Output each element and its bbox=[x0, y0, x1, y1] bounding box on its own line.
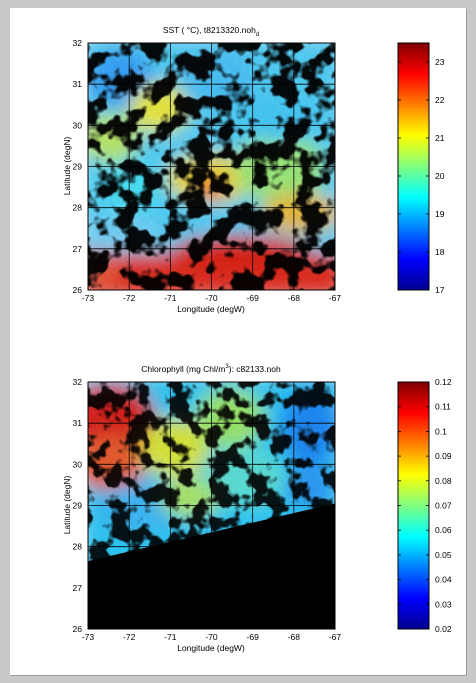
colorbar-tick-label: 0.03 bbox=[435, 599, 452, 609]
colorbar-tick-label: 0.12 bbox=[435, 377, 452, 387]
chlorophyll-plot-frame bbox=[87, 381, 336, 630]
colorbar-tick-label: 19 bbox=[435, 209, 445, 219]
colorbar-tick-label: 20 bbox=[435, 171, 445, 181]
chlorophyll-gridlines bbox=[88, 382, 335, 629]
chlorophyll-x-label: Longitude (degW) bbox=[177, 643, 245, 653]
colorbar-tick-label: 18 bbox=[435, 247, 445, 257]
sst-colorbar-ticks: 23 22 21 20 19 18 17 bbox=[398, 57, 445, 295]
sst-colorbar bbox=[397, 42, 430, 291]
y-tick-label: 31 bbox=[73, 79, 83, 89]
y-tick-label: 28 bbox=[73, 203, 83, 213]
colorbar-tick-label: 17 bbox=[435, 285, 445, 295]
colorbar-tick-label: 0.06 bbox=[435, 525, 452, 535]
chlorophyll-y-ticks: 32 31 30 29 28 27 26 bbox=[73, 377, 83, 634]
sst-x-label: Longitude (degW) bbox=[177, 304, 245, 314]
y-tick-label: 30 bbox=[73, 120, 83, 130]
sst-panel: SST ( °C), t8213320.nohd bbox=[62, 25, 445, 314]
y-tick-label: 27 bbox=[73, 583, 83, 593]
y-tick-label: 26 bbox=[73, 624, 83, 634]
colorbar-tick-label: 22 bbox=[435, 95, 445, 105]
x-tick-label: -68 bbox=[288, 632, 301, 642]
figure-canvas: SST ( °C), t8213320.nohd bbox=[62, 25, 452, 653]
y-tick-label: 32 bbox=[73, 38, 83, 48]
chlorophyll-map-image bbox=[88, 382, 335, 629]
colorbar-tick-label: 23 bbox=[435, 57, 445, 67]
colorbar-tick-label: 0.05 bbox=[435, 550, 452, 560]
colorbar-tick-label: 21 bbox=[435, 133, 445, 143]
chlorophyll-x-ticks: -73 -72 -71 -70 -69 -68 -67 bbox=[82, 632, 342, 642]
x-tick-label: -73 bbox=[82, 293, 95, 303]
chlorophyll-y-label: Latitude (degN) bbox=[62, 476, 72, 535]
x-tick-label: -72 bbox=[123, 293, 136, 303]
sst-y-label: Latitude (degN) bbox=[62, 137, 72, 196]
chlorophyll-panel: Chlorophyll (mg Chl/m3): c82133.noh bbox=[62, 364, 452, 653]
sst-title: SST ( °C), t8213320.nohd bbox=[163, 25, 259, 38]
sst-gridlines bbox=[88, 43, 335, 290]
y-tick-label: 27 bbox=[73, 244, 83, 254]
y-tick-label: 31 bbox=[73, 418, 83, 428]
colorbar-tick-label: 0.02 bbox=[435, 624, 452, 634]
x-tick-label: -68 bbox=[288, 293, 301, 303]
y-tick-label: 30 bbox=[73, 459, 83, 469]
y-tick-label: 26 bbox=[73, 285, 83, 295]
x-tick-label: -69 bbox=[247, 632, 260, 642]
chlorophyll-title: Chlorophyll (mg Chl/m3): c82133.noh bbox=[141, 364, 281, 374]
colorbar-tick-label: 0.07 bbox=[435, 501, 452, 511]
figure-page: SST ( °C), t8213320.nohd bbox=[10, 8, 466, 675]
x-tick-label: -73 bbox=[82, 632, 95, 642]
sst-plot-frame bbox=[87, 42, 336, 291]
y-tick-label: 28 bbox=[73, 542, 83, 552]
x-tick-label: -69 bbox=[247, 293, 260, 303]
colorbar-tick-label: 0.04 bbox=[435, 575, 452, 585]
y-tick-label: 29 bbox=[73, 162, 83, 172]
x-tick-label: -71 bbox=[164, 293, 177, 303]
x-tick-label: -67 bbox=[329, 632, 342, 642]
colorbar-tick-label: 0.08 bbox=[435, 476, 452, 486]
x-tick-label: -67 bbox=[329, 293, 342, 303]
x-tick-label: -71 bbox=[164, 632, 177, 642]
colorbar-tick-label: 0.09 bbox=[435, 451, 452, 461]
sst-map-image bbox=[88, 43, 335, 290]
y-tick-label: 29 bbox=[73, 501, 83, 511]
colorbar-tick-label: 0.1 bbox=[435, 426, 447, 436]
chlorophyll-colorbar bbox=[397, 381, 430, 630]
x-tick-label: -70 bbox=[205, 632, 218, 642]
sst-x-ticks: -73 -72 -71 -70 -69 -68 -67 bbox=[82, 293, 342, 303]
colorbar-tick-label: 0.11 bbox=[435, 402, 451, 412]
sst-y-ticks: 32 31 30 29 28 27 26 bbox=[73, 38, 83, 295]
x-tick-label: -70 bbox=[205, 293, 218, 303]
chlorophyll-colorbar-ticks: 0.12 0.11 0.1 0.09 0.08 0.07 0.06 0.05 0.04 0.03 0… bbox=[398, 377, 452, 634]
x-tick-label: -72 bbox=[123, 632, 136, 642]
y-tick-label: 32 bbox=[73, 377, 83, 387]
